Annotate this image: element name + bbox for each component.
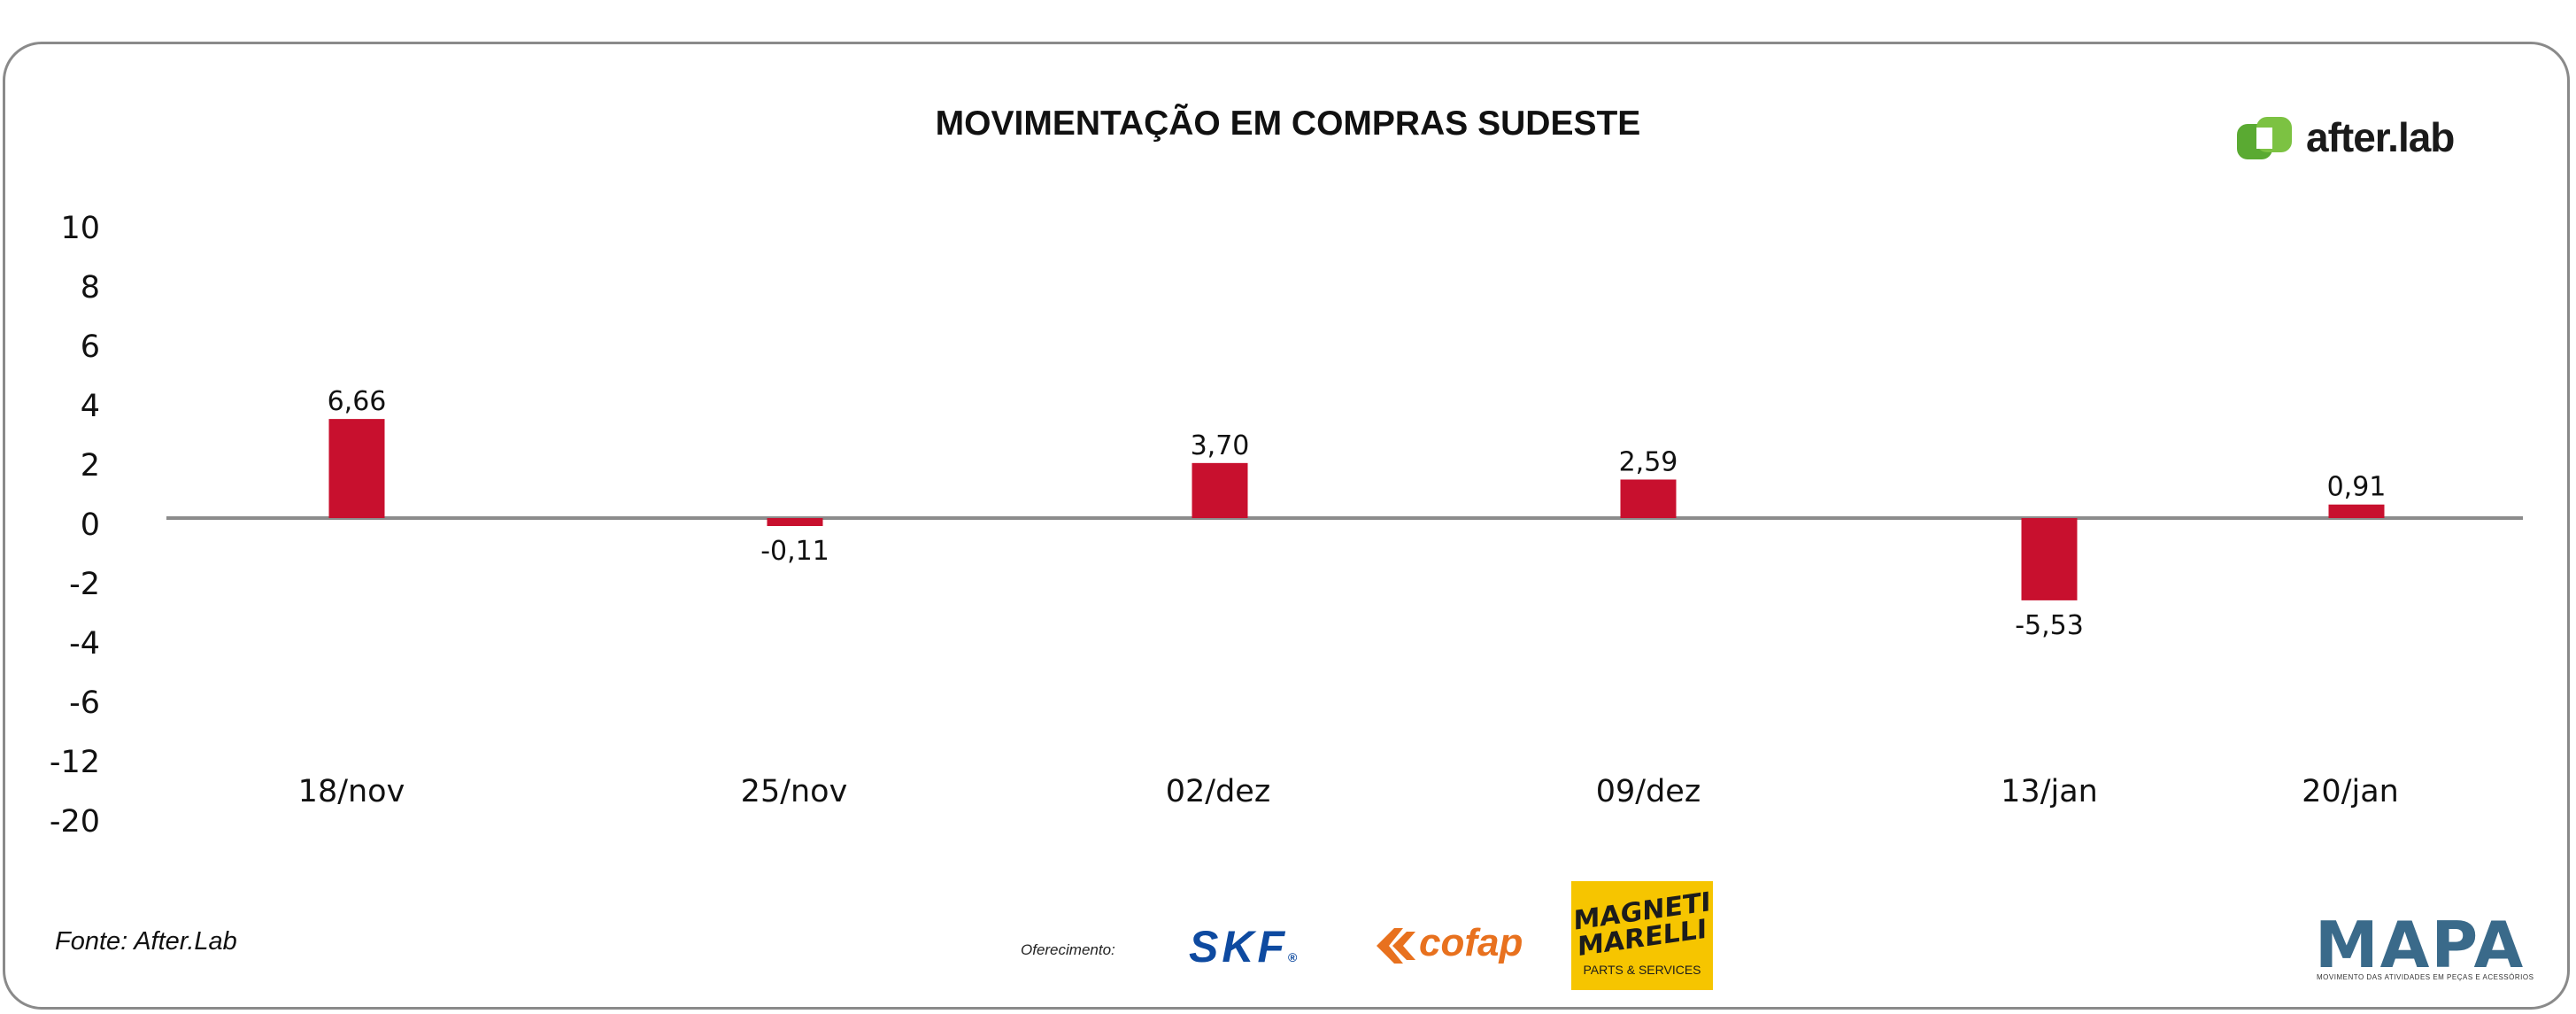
x-tick-label: 09/dez [1596,774,1701,809]
skf-logo-text: SKF [1189,922,1288,971]
bar-18/nov [328,419,385,518]
data-label: -0,11 [760,536,829,567]
chart-title: MOVIMENTAÇÃO EM COMPRAS SUDESTE [935,104,1641,143]
afterlab-leaf-icon [2237,117,2292,159]
chart-card [3,42,2570,1010]
y-tick-label: -2 [69,567,100,602]
x-tick-label: 20/jan [2302,774,2399,809]
y-axis-ticks: 10 8 6 4 2 0 -2 -4 -6 -12 -20 [50,211,100,840]
afterlab-logo-text: after.lab [2306,114,2455,160]
mapa-logo: MAPA MOVIMENTO DAS ATIVIDADES EM PEÇAS E… [2315,908,2534,987]
bars [328,419,2385,600]
y-tick-label: -12 [50,745,100,780]
sponsor-label: Oferecimento: [1021,941,1115,958]
mapa-logo-text: MAPA [2315,908,2526,982]
data-label: 3,70 [1191,430,1250,461]
data-labels: 6,66 -0,11 3,70 2,59 -5,53 0,91 [328,386,2387,641]
x-tick-label: 18/nov [298,774,405,809]
afterlab-logo: after.lab [2233,113,2481,166]
skf-logo: SKF® [1189,921,1297,972]
bar-02/dez [1192,462,1248,518]
data-label: -5,53 [2015,610,2084,641]
cofap-arrow-icon [1377,928,1415,964]
y-tick-label: 0 [81,507,100,543]
bar-20/jan [2328,504,2385,518]
data-label: 2,59 [1619,446,1678,477]
cofap-logo-text: cofap [1419,921,1523,964]
data-label: 6,66 [328,386,387,417]
magneti-marelli-logo: MAGNETI MARELLI PARTS & SERVICES [1571,881,1713,990]
bar-25/nov [767,518,823,526]
y-tick-label: -4 [69,626,100,662]
bar-09/dez [1620,479,1677,518]
y-tick-label: -6 [69,685,100,721]
y-tick-label: -20 [50,804,100,840]
y-tick-label: 4 [81,389,100,424]
x-axis-labels: 18/nov 25/nov 02/dez 09/dez 13/jan 20/jan [298,774,2399,809]
source-note: Fonte: After.Lab [55,927,237,956]
x-tick-label: 02/dez [1166,774,1270,809]
bar-13/jan [2021,518,2078,600]
registered-mark-icon: ® [1288,950,1298,964]
data-label: 0,91 [2327,472,2387,503]
y-tick-label: 6 [81,329,100,365]
y-tick-label: 8 [81,270,100,306]
x-tick-label: 25/nov [741,774,848,809]
x-tick-label: 13/jan [2001,774,2098,809]
y-tick-label: 10 [60,211,100,246]
mapa-logo-subtitle: MOVIMENTO DAS ATIVIDADES EM PEÇAS E ACES… [2317,973,2534,981]
magneti-marelli-subtitle: PARTS & SERVICES [1583,963,1701,977]
y-tick-label: 2 [81,448,100,484]
magneti-marelli-logo-text: MAGNETI MARELLI [1573,886,1711,964]
